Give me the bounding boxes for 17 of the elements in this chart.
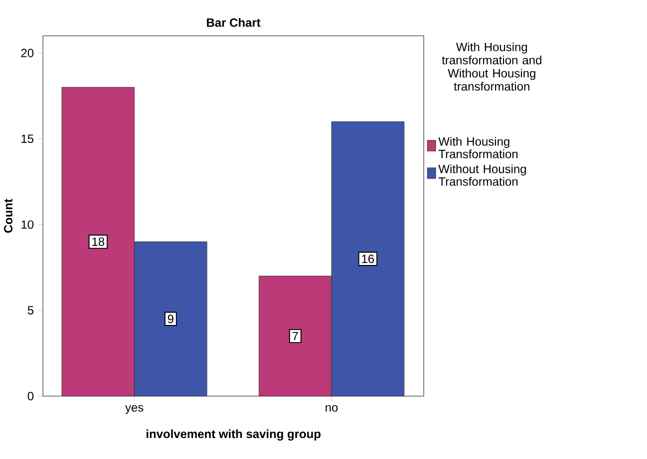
legend-label: With Housing Transformation [438, 137, 518, 158]
y-axis-title: Count [4, 198, 12, 233]
y-tick-label: 10 [22, 220, 34, 229]
data-label: 7 [292, 332, 298, 340]
legend-title: With Housing transformation and Without Housing transformation [442, 42, 542, 91]
y-tick-label: 15 [22, 134, 34, 144]
y-tick-label: 20 [21, 48, 34, 58]
x-tick-label: yes [125, 405, 144, 414]
y-tick-label: 5 [28, 306, 34, 315]
data-label: 18 [92, 238, 104, 246]
legend-label: Without Housing Transformation [438, 164, 526, 186]
x-tick-label: no [326, 405, 338, 412]
x-axis-title: involvement with saving group [146, 429, 321, 441]
y-tick-label: 0 [28, 392, 34, 400]
data-label: 16 [362, 254, 374, 264]
data-label: 9 [168, 314, 174, 324]
chart-title: Bar Chart [206, 18, 260, 27]
